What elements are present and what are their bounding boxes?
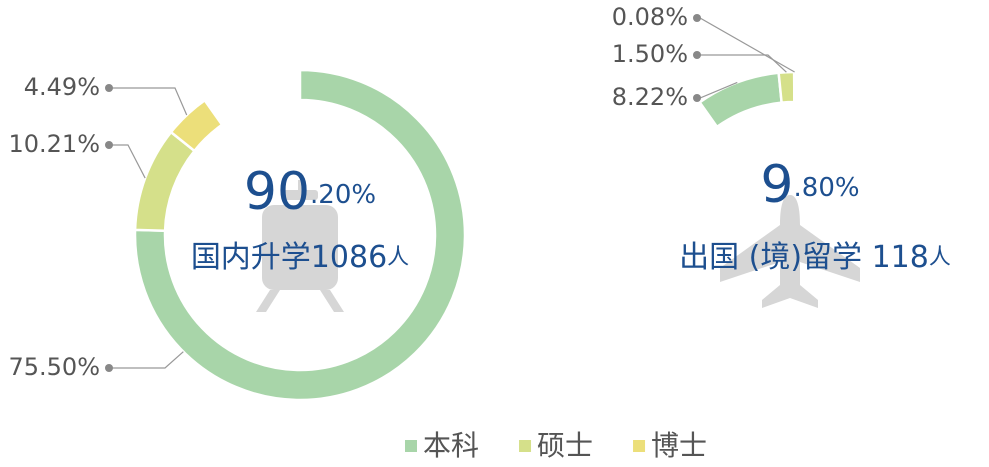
- donut-segment: [133, 130, 197, 233]
- value-label: 75.50%: [8, 353, 100, 381]
- value-label: 1.50%: [612, 40, 688, 68]
- value-label: 0.08%: [612, 3, 688, 31]
- leader-line: [109, 144, 146, 179]
- donut-segment: [697, 71, 783, 129]
- donut-segment: [169, 98, 224, 153]
- train-icon: [256, 180, 344, 312]
- leader-dot: [105, 364, 113, 372]
- donut-segment: [133, 68, 467, 402]
- leader-dot: [105, 84, 113, 92]
- legend-swatch: [519, 440, 532, 452]
- value-label: 8.22%: [612, 83, 688, 111]
- donut-segment: [777, 70, 796, 105]
- value-label: 10.21%: [8, 130, 100, 158]
- leader-dot: [693, 14, 701, 22]
- leader-line: [697, 54, 787, 73]
- value-label: 4.49%: [24, 73, 100, 101]
- legend-swatch: [405, 440, 417, 452]
- legend-label: 博士: [651, 429, 707, 462]
- legend-swatch: [633, 440, 646, 452]
- legend-label: 硕士: [537, 429, 593, 462]
- donut-segment: [792, 70, 797, 104]
- chart-subtitle: 国内升学1086人: [191, 240, 409, 275]
- leader-line: [697, 17, 795, 73]
- leader-dot: [693, 94, 701, 102]
- total-label: 90.20%: [244, 162, 376, 222]
- plane-icon: [720, 195, 860, 308]
- leader-dot: [693, 51, 701, 59]
- legend-label: 本科: [423, 429, 479, 462]
- leader-dot: [105, 141, 113, 149]
- leader-line: [109, 351, 184, 369]
- chart-subtitle: 出国 (境)留学 118人: [679, 240, 951, 275]
- leader-line: [109, 87, 188, 116]
- total-label: 9.80%: [760, 155, 859, 215]
